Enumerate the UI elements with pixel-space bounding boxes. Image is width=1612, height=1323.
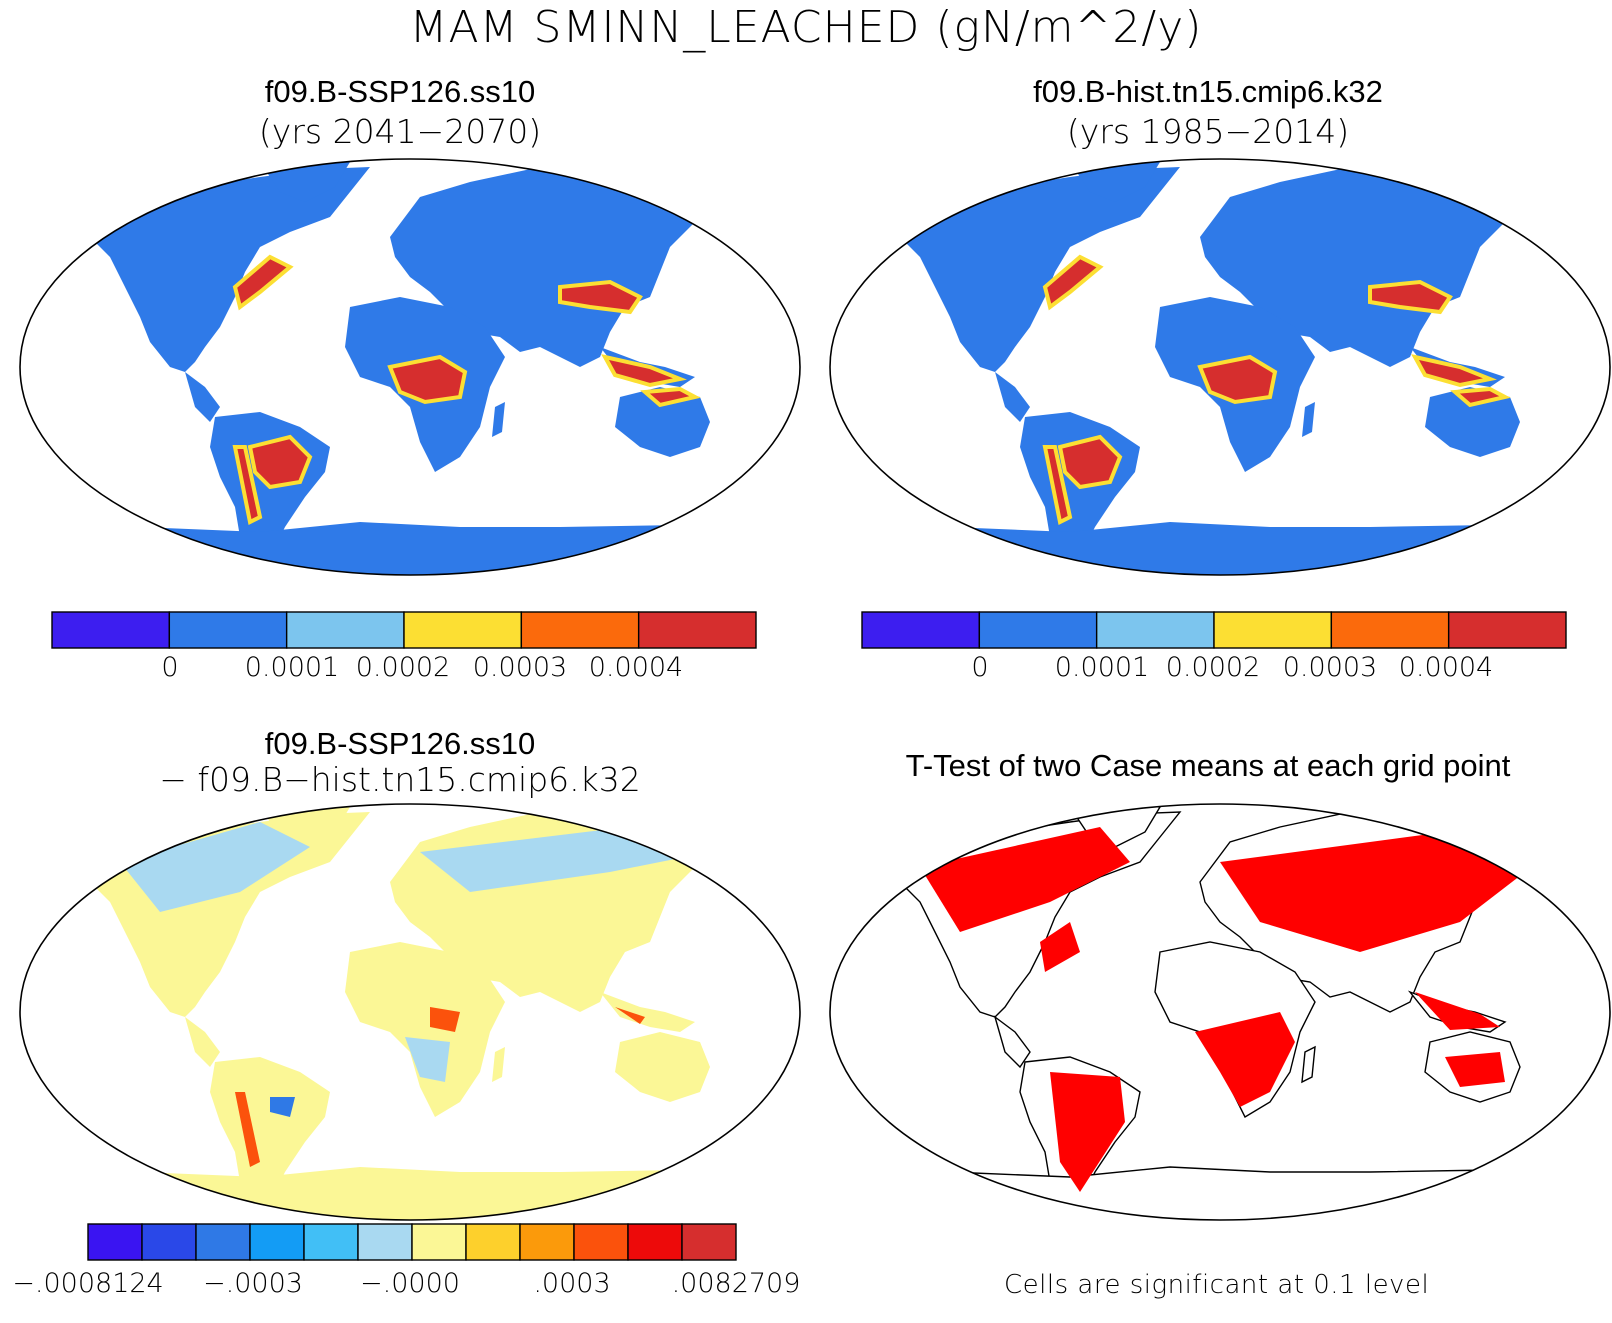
colorbar-swatch bbox=[285, 611, 405, 649]
colorbar-swatch bbox=[195, 1223, 251, 1261]
colorbar-swatch bbox=[573, 1223, 629, 1261]
colorbar-swatch bbox=[168, 611, 288, 649]
colorbar-top-right bbox=[861, 611, 1567, 649]
colorbar-swatch bbox=[249, 1223, 305, 1261]
colorbar-tick-label: 0.0002 bbox=[1165, 652, 1261, 683]
colorbar-tick-label: −.0008124 bbox=[12, 1268, 164, 1299]
colorbar-tick-label: .0003 bbox=[533, 1268, 611, 1299]
map-boundary-top-left bbox=[19, 158, 801, 576]
colorbar-swatch bbox=[520, 611, 640, 649]
map-boundary-bottom-left bbox=[19, 803, 801, 1221]
map-top-left bbox=[20, 159, 800, 575]
strong-negative-areas bbox=[270, 1097, 295, 1117]
colorbar-swatch bbox=[87, 1223, 143, 1261]
map-bottom-left bbox=[20, 804, 800, 1220]
map-boundary-bottom-right bbox=[829, 803, 1611, 1221]
colorbar-swatch bbox=[1447, 611, 1567, 649]
panel-subtitle-top-left: (yrs 2041−2070) bbox=[258, 112, 542, 151]
map-top-right bbox=[830, 159, 1610, 575]
colorbar-tick-label: 0.0002 bbox=[355, 652, 451, 683]
colorbar-swatch bbox=[1213, 611, 1333, 649]
colorbar-swatch bbox=[978, 611, 1098, 649]
colorbar-swatch bbox=[403, 611, 523, 649]
colorbar-tick-label: .0082709 bbox=[671, 1268, 801, 1299]
colorbar-swatch bbox=[1095, 611, 1215, 649]
colorbar-swatch bbox=[357, 1223, 413, 1261]
significance-note: Cells are significant at 0.1 level bbox=[1004, 1270, 1430, 1300]
panel-title-top-right: f09.B-hist.tn15.cmip6.k32 bbox=[1033, 74, 1383, 109]
colorbar-tick-label: 0 bbox=[971, 652, 989, 683]
colorbar-swatch bbox=[411, 1223, 467, 1261]
colorbar-top-left bbox=[51, 611, 757, 649]
colorbar-tick-label: −.0003 bbox=[203, 1268, 303, 1299]
positive-difference-areas bbox=[235, 1007, 645, 1167]
colorbar-swatch bbox=[1330, 611, 1450, 649]
map-bottom-right bbox=[830, 804, 1610, 1220]
panel-subtitle-bottom-left: − f09.B−hist.tn15.cmip6.k32 bbox=[159, 760, 641, 799]
colorbar-tick-label: 0.0003 bbox=[472, 652, 568, 683]
figure-title: MAM SMINN_LEACHED (gN/m^2/y) bbox=[409, 2, 1203, 53]
colorbar-swatch bbox=[303, 1223, 359, 1261]
colorbar-tick-label: 0.0001 bbox=[1054, 652, 1150, 683]
panel-subtitle-top-right: (yrs 1985−2014) bbox=[1066, 112, 1350, 151]
colorbar-swatch bbox=[519, 1223, 575, 1261]
colorbar-swatch bbox=[861, 611, 981, 649]
colorbar-tick-label: 0.0004 bbox=[588, 652, 684, 683]
colorbar-swatch bbox=[51, 611, 171, 649]
colorbar-swatch bbox=[627, 1223, 683, 1261]
panel-title-bottom-right: T-Test of two Case means at each grid po… bbox=[905, 748, 1511, 783]
colorbar-tick-label: −.0000 bbox=[360, 1268, 460, 1299]
colorbar-tick-label: 0 bbox=[161, 652, 179, 683]
panel-title-bottom-left: f09.B-SSP126.ss10 bbox=[264, 726, 536, 761]
colorbar-swatch bbox=[141, 1223, 197, 1261]
map-boundary-top-right bbox=[829, 158, 1611, 576]
colorbar-tick-label: 0.0003 bbox=[1282, 652, 1378, 683]
colorbar-bottom-left bbox=[87, 1223, 737, 1261]
colorbar-swatch bbox=[465, 1223, 521, 1261]
colorbar-swatch bbox=[681, 1223, 737, 1261]
colorbar-tick-label: 0.0001 bbox=[244, 652, 340, 683]
colorbar-tick-label: 0.0004 bbox=[1398, 652, 1494, 683]
colorbar-swatch bbox=[637, 611, 757, 649]
panel-title-top-left: f09.B-SSP126.ss10 bbox=[264, 74, 536, 109]
